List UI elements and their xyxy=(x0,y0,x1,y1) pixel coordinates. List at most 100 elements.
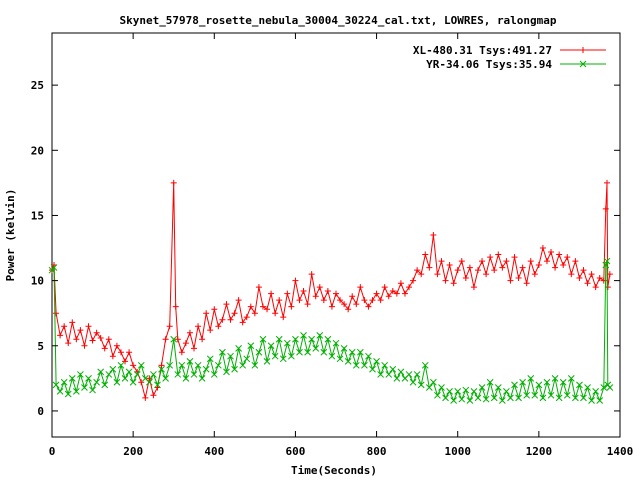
data-point xyxy=(142,394,149,401)
data-point xyxy=(527,258,534,265)
data-point xyxy=(385,293,392,300)
data-point xyxy=(519,264,526,271)
data-point xyxy=(122,358,129,365)
data-point xyxy=(52,381,60,389)
x-axis: 0 200 400 600 800 1000 1200 1400 xyxy=(49,33,633,458)
legend-label: XL-480.31 Tsys:491.27 xyxy=(413,44,552,57)
data-point xyxy=(272,310,279,317)
y-tick-label: 10 xyxy=(31,275,44,288)
data-point xyxy=(206,355,214,363)
data-point xyxy=(426,264,433,271)
data-point xyxy=(259,303,266,310)
data-point xyxy=(279,355,287,363)
data-point xyxy=(356,348,364,356)
data-point xyxy=(389,365,397,373)
data-point xyxy=(409,378,417,386)
data-point xyxy=(214,361,222,369)
data-point xyxy=(490,394,498,402)
data-point xyxy=(190,371,198,378)
data-point xyxy=(255,348,263,356)
data-point xyxy=(280,314,287,321)
data-point xyxy=(247,303,254,310)
data-point xyxy=(602,261,610,269)
data-point xyxy=(264,306,271,313)
data-point xyxy=(340,345,348,352)
data-point xyxy=(150,371,157,378)
data-point xyxy=(602,205,609,212)
data-point xyxy=(312,345,320,352)
data-point xyxy=(373,290,380,297)
series-layer xyxy=(48,179,614,404)
data-point xyxy=(352,361,360,369)
data-point xyxy=(486,378,494,386)
data-point xyxy=(442,277,449,284)
data-point xyxy=(462,275,469,282)
x-tick-label: 600 xyxy=(285,445,305,458)
y-tick-label: 5 xyxy=(37,340,44,353)
data-point xyxy=(57,332,64,339)
data-point xyxy=(556,251,563,258)
data-point xyxy=(239,319,246,326)
data-point xyxy=(361,297,368,304)
data-point xyxy=(418,271,425,278)
data-point xyxy=(458,395,466,403)
data-point xyxy=(174,336,181,343)
data-point xyxy=(470,284,477,291)
data-point xyxy=(584,280,591,287)
data-point xyxy=(166,323,173,330)
data-point xyxy=(511,381,518,389)
data-point xyxy=(283,339,291,347)
data-point xyxy=(324,288,331,295)
y-tick-label: 20 xyxy=(31,144,44,157)
data-point xyxy=(207,327,214,334)
data-point xyxy=(105,371,113,378)
data-point xyxy=(182,340,189,347)
data-point xyxy=(300,331,307,339)
data-point xyxy=(113,378,121,386)
data-point xyxy=(479,258,486,265)
data-point xyxy=(478,384,486,391)
data-point xyxy=(361,361,368,369)
data-point xyxy=(410,277,417,284)
data-point xyxy=(276,297,283,304)
data-point xyxy=(336,355,344,363)
data-point xyxy=(223,301,230,308)
data-point xyxy=(547,391,555,399)
data-point xyxy=(373,358,380,365)
data-point xyxy=(341,301,348,308)
data-point xyxy=(68,375,76,382)
data-point xyxy=(365,352,372,360)
data-point xyxy=(551,375,559,382)
data-point xyxy=(284,290,291,297)
data-point xyxy=(483,271,490,278)
chart-title: Skynet_57978_rosette_nebula_30004_30224_… xyxy=(119,14,556,27)
data-point xyxy=(580,394,587,402)
data-point xyxy=(170,179,177,186)
data-point xyxy=(491,267,498,274)
data-point xyxy=(158,365,165,373)
data-point xyxy=(494,384,502,391)
data-point xyxy=(527,375,535,382)
data-point xyxy=(64,390,72,398)
data-point xyxy=(498,397,506,404)
data-point xyxy=(466,397,474,404)
data-point xyxy=(531,391,539,399)
data-point xyxy=(523,280,530,287)
data-point xyxy=(308,271,315,278)
data-point xyxy=(495,251,502,258)
x-tick-label: 1200 xyxy=(526,445,553,458)
y-tick-label: 0 xyxy=(37,405,44,418)
data-point xyxy=(316,284,323,291)
x-axis-label: Time(Seconds) xyxy=(291,464,377,477)
data-point xyxy=(430,232,437,238)
data-point xyxy=(559,378,567,386)
data-point xyxy=(333,290,339,297)
series-yr xyxy=(48,257,614,404)
data-point xyxy=(450,397,458,404)
data-point xyxy=(393,290,400,297)
data-point xyxy=(172,303,179,310)
data-point xyxy=(345,306,352,313)
data-point xyxy=(454,267,461,274)
